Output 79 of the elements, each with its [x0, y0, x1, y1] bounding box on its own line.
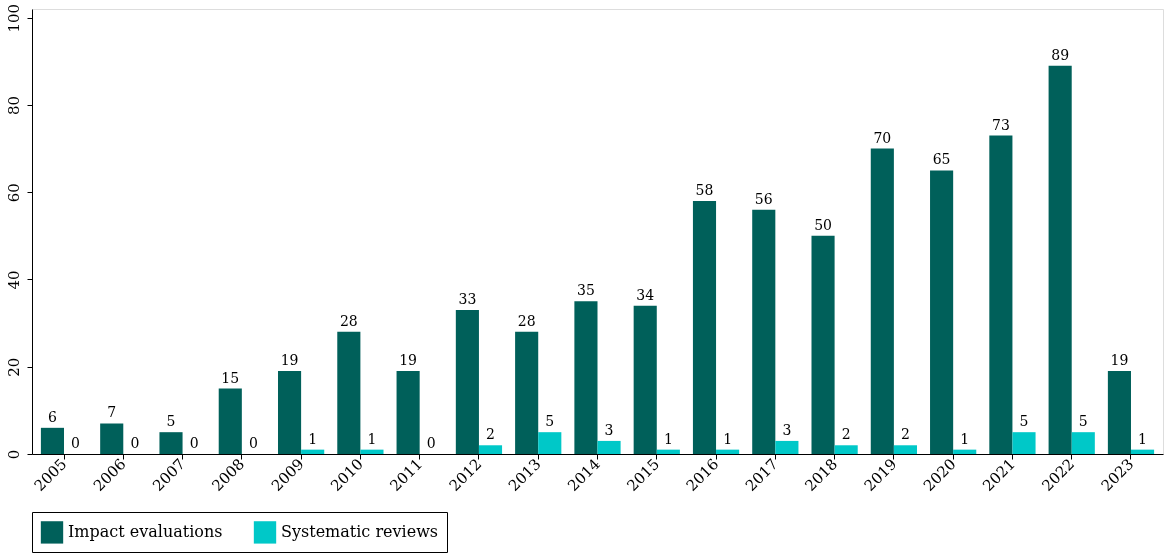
bar: [597, 440, 621, 454]
data-label: 33: [458, 291, 477, 308]
data-label: 1: [1138, 430, 1148, 447]
data-label: 50: [814, 216, 832, 233]
data-label: 1: [723, 430, 733, 447]
data-label: 19: [1110, 352, 1129, 369]
bar: [538, 432, 562, 454]
data-label: 73: [991, 116, 1010, 133]
bar: [478, 445, 503, 454]
bar: [692, 200, 717, 454]
y-tick-label: 0: [4, 449, 23, 460]
bar: [953, 449, 977, 454]
bar: [1107, 371, 1131, 454]
data-label: 1: [960, 430, 970, 447]
data-label: 34: [636, 286, 655, 303]
data-label: 58: [695, 181, 714, 198]
data-label: 2: [900, 426, 910, 443]
data-label: 3: [782, 421, 792, 438]
bar: [218, 388, 242, 454]
bar: [656, 449, 680, 454]
data-label: 2: [841, 426, 851, 443]
bar: [870, 148, 894, 454]
data-label: 0: [189, 435, 199, 451]
data-label: 5: [166, 413, 176, 430]
bar: [100, 423, 124, 454]
bar: [834, 445, 858, 454]
data-label: 35: [577, 282, 595, 299]
bar: [752, 209, 776, 454]
data-label: 19: [399, 352, 418, 369]
data-label: 70: [873, 129, 892, 146]
bar: [811, 235, 835, 454]
y-tick-label: 80: [4, 95, 23, 116]
y-tick-label: 20: [4, 357, 23, 377]
bar: [1048, 65, 1072, 454]
data-label: 28: [339, 312, 358, 329]
data-label: 7: [107, 404, 117, 421]
bar: [396, 371, 420, 454]
bar: [360, 449, 384, 454]
data-label: 56: [754, 190, 773, 207]
bar: [1012, 432, 1036, 454]
y-tick-label: 40: [4, 270, 23, 290]
bar: [337, 331, 361, 454]
data-label: 15: [221, 369, 240, 386]
bar: [893, 445, 917, 454]
bar: [301, 449, 325, 454]
data-label: 1: [663, 430, 673, 447]
data-label: 0: [71, 435, 81, 451]
bar: [633, 305, 657, 454]
data-label: 5: [1078, 413, 1088, 430]
bar: [716, 449, 740, 454]
bar: [1071, 432, 1095, 454]
legend-label: Systematic reviews: [281, 522, 439, 542]
data-label: 6: [47, 408, 57, 425]
legend-label: Impact evaluations: [68, 522, 223, 542]
bar: [515, 331, 539, 454]
data-label: 65: [932, 151, 951, 168]
data-label: 0: [248, 435, 258, 451]
bar: [574, 301, 598, 454]
data-label: 0: [130, 435, 140, 451]
data-label: 19: [280, 352, 299, 369]
y-tick-label: 60: [4, 183, 23, 203]
bar: [989, 135, 1013, 454]
data-label: 1: [367, 430, 377, 447]
data-label: 89: [1051, 46, 1070, 63]
bar: [1130, 449, 1155, 454]
bar: [775, 440, 799, 454]
data-label: 1: [308, 430, 318, 447]
bar: [930, 170, 954, 454]
data-label: 5: [1019, 413, 1029, 430]
data-label: 2: [486, 426, 495, 443]
y-tick-label: 100: [4, 3, 23, 33]
bar: [159, 432, 183, 454]
data-label: 28: [517, 312, 536, 329]
bar: [455, 310, 479, 454]
data-label: 5: [545, 413, 555, 430]
data-label: 3: [604, 421, 614, 438]
data-label: 0: [426, 435, 436, 451]
bar: [278, 371, 302, 454]
bar: [40, 427, 65, 454]
